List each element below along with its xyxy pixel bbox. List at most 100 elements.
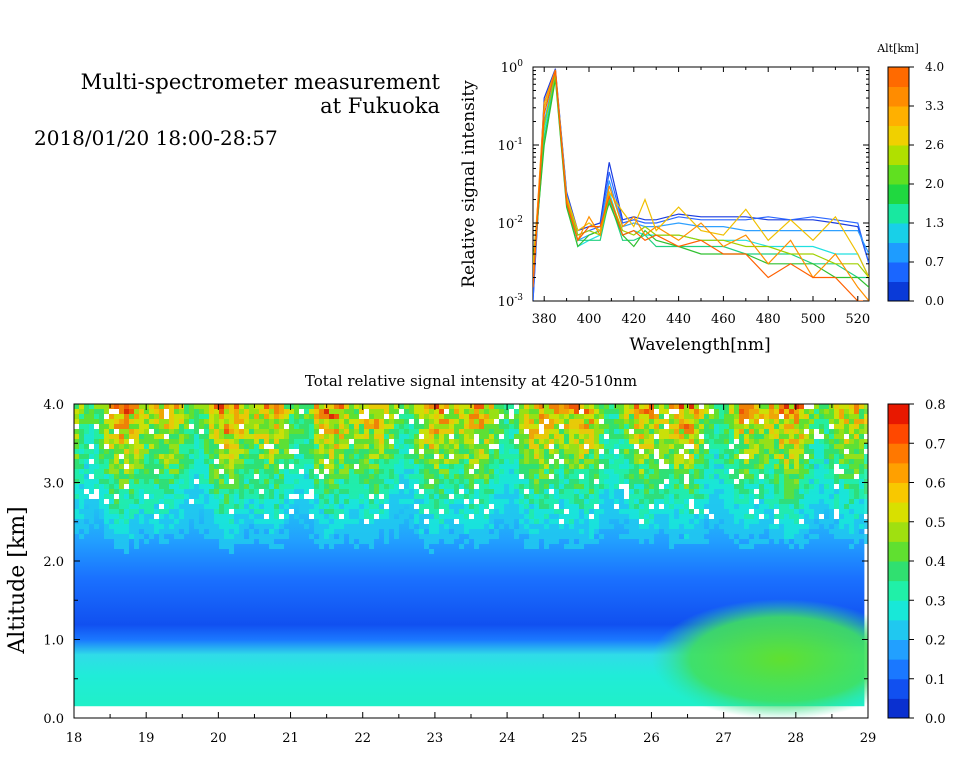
heatmap-cell: [564, 534, 569, 539]
heatmap-cell: [664, 404, 669, 409]
heatmap-cell: [564, 439, 569, 444]
heatmap-cell: [819, 459, 824, 464]
heatmap-cell: [574, 494, 579, 499]
heatmap-cell: [744, 464, 749, 469]
heatmap-cell: [224, 414, 229, 419]
heatmap-gap: [549, 459, 554, 464]
heatmap-cell: [774, 449, 779, 454]
heatmap-cell: [114, 434, 119, 439]
heatmap-cell: [554, 429, 559, 434]
heatmap-cell: [639, 404, 644, 409]
heatmap-cell: [294, 489, 299, 494]
heatmap-cell: [644, 414, 649, 419]
heatmap-cell: [379, 454, 384, 459]
heatmap-cell: [809, 474, 814, 479]
heatmap-cell: [239, 414, 244, 419]
heatmap-gap: [429, 479, 434, 484]
heatmap-cell: [569, 439, 574, 444]
heatmap-cell: [329, 484, 334, 489]
heatmap-gap: [804, 404, 809, 409]
heatmap-cell: [289, 439, 294, 444]
heatmap-cell: [274, 439, 279, 444]
heatmap-cell: [689, 519, 694, 524]
heatmap-cell: [854, 414, 859, 419]
heatmap-gap: [489, 504, 494, 509]
heatmap-cell: [564, 414, 569, 419]
heatmap-cell: [584, 429, 589, 434]
heatmap-cell: [134, 509, 139, 514]
heatmap-cell: [234, 454, 239, 459]
heatmap-cell: [544, 444, 549, 449]
heatmap-cell: [589, 419, 594, 424]
heatmap-cell: [269, 409, 274, 414]
heatmap-cell: [624, 469, 629, 474]
heatmap-gap: [354, 464, 359, 469]
heatmap-cell: [519, 404, 524, 409]
heatmap-cell: [299, 494, 304, 499]
heatmap-cell: [774, 514, 779, 519]
heatmap-cell: [364, 444, 369, 449]
heatmap-gap: [129, 439, 134, 444]
heatmap-cell: [364, 479, 369, 484]
heatmap-cell: [539, 419, 544, 424]
heatmap-cell: [499, 514, 504, 519]
heatmap-cell: [194, 404, 199, 409]
heatmap-cell: [809, 469, 814, 474]
heatmap-gap: [339, 514, 344, 519]
heatmap-cell: [164, 419, 169, 424]
heatmap-cell: [809, 499, 814, 504]
heatmap-cell: [274, 484, 279, 489]
heatmap-cell: [664, 449, 669, 454]
heatmap-gap: [804, 429, 809, 434]
heatmap-cell: [254, 449, 259, 454]
heatmap-cell: [324, 449, 329, 454]
heatmap-cell: [74, 484, 79, 489]
heatmap-cell: [599, 469, 604, 474]
heatmap-cell: [74, 494, 79, 499]
heatmap-cell: [184, 454, 189, 459]
heatmap-cell: [674, 534, 679, 539]
heatmap-cell: [204, 404, 209, 409]
heatmap-cell: [799, 489, 804, 494]
heatmap-cell: [264, 524, 269, 529]
heatmap-cell: [79, 464, 84, 469]
heatmap-cell: [314, 444, 319, 449]
heatmap-cell: [349, 499, 354, 504]
heatmap-cell: [474, 494, 479, 499]
heatmap-cell: [144, 499, 149, 504]
heatmap-cell: [494, 459, 499, 464]
heatmap-cell: [254, 534, 259, 539]
heatmap-cell: [589, 449, 594, 454]
heatmap-cell: [429, 409, 434, 414]
heatmap-cell: [479, 424, 484, 429]
heatmap-cell: [769, 474, 774, 479]
heatmap-cell: [814, 459, 819, 464]
heatmap-cell: [289, 409, 294, 414]
heatmap-cell: [369, 539, 374, 544]
heatmap-cell: [199, 419, 204, 424]
heatmap-cell: [344, 444, 349, 449]
heatmap-cell: [614, 414, 619, 419]
heatmap-cell: [434, 524, 439, 529]
heatmap-cell: [729, 464, 734, 469]
heatmap-cell: [694, 534, 699, 539]
heatmap-cell: [854, 494, 859, 499]
heatmap-cell: [844, 499, 849, 504]
heatmap-cell: [704, 474, 709, 479]
heatmap-cell: [629, 534, 634, 539]
heatmap-cell: [149, 409, 154, 414]
heatmap-cell: [609, 434, 614, 439]
heatmap-cell: [524, 424, 529, 429]
heatmap-gap: [779, 414, 784, 419]
heatmap-cell: [489, 459, 494, 464]
heatmap-cell: [559, 514, 564, 519]
heatmap-cell: [514, 464, 519, 469]
heatmap-cell: [854, 479, 859, 484]
heatmap-cell: [669, 404, 674, 409]
heatmap-cell: [464, 414, 469, 419]
heatmap-cell: [339, 444, 344, 449]
heatmap-cell: [239, 439, 244, 444]
heatmap-cell: [864, 524, 868, 529]
heatmap-cell: [154, 499, 159, 504]
heatmap-cell: [369, 444, 374, 449]
